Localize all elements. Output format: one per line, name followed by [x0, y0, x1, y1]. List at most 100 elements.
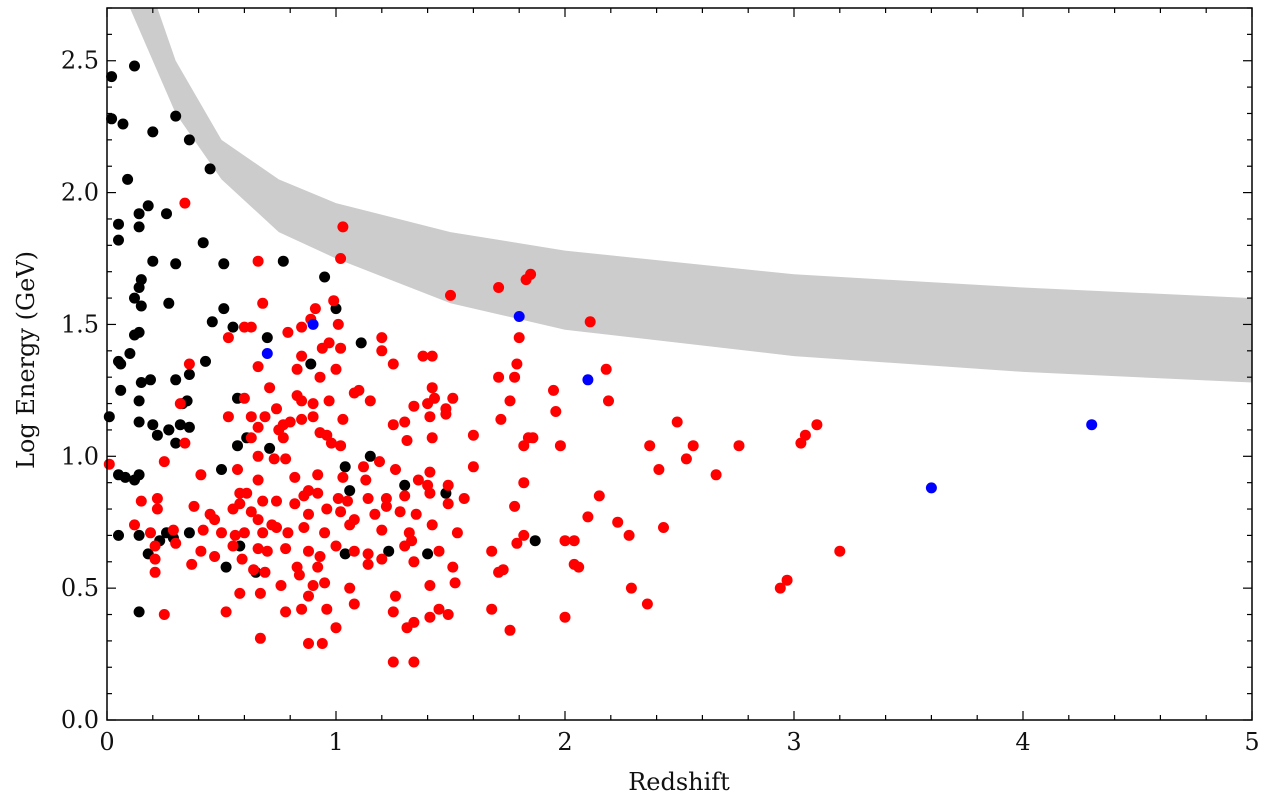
data-point [245, 411, 257, 423]
data-point [234, 587, 246, 599]
data-point [321, 603, 333, 615]
data-point [170, 374, 182, 386]
data-point [147, 255, 159, 267]
data-point [387, 656, 399, 668]
data-point [493, 566, 505, 578]
data-point [204, 163, 216, 175]
data-point [344, 582, 356, 594]
data-point [408, 656, 420, 668]
data-point [248, 564, 260, 576]
data-point [209, 551, 221, 562]
data-point [380, 493, 392, 504]
data-point [179, 197, 191, 209]
data-point [573, 561, 585, 573]
data-point [582, 511, 594, 523]
data-point [149, 540, 161, 552]
data-point [257, 495, 269, 507]
data-point [337, 471, 349, 483]
data-point [245, 321, 257, 333]
data-point [316, 342, 328, 354]
data-point [252, 421, 264, 433]
data-point [559, 611, 571, 623]
data-point [257, 297, 269, 309]
data-point [641, 598, 653, 610]
data-point [236, 553, 248, 565]
data-point [291, 363, 303, 375]
data-point [282, 326, 294, 338]
data-point [710, 469, 722, 481]
x-tick-label: 0 [99, 728, 114, 756]
data-point [303, 545, 314, 557]
data-point [296, 603, 308, 615]
data-point [284, 416, 296, 428]
data-point [342, 495, 353, 507]
x-axis-title: Redshift [628, 768, 730, 796]
data-point [426, 382, 438, 394]
data-point [424, 487, 436, 499]
data-point [222, 332, 234, 344]
data-point [298, 522, 310, 533]
data-point [133, 395, 145, 407]
data-point [218, 258, 230, 270]
data-point [309, 303, 321, 315]
data-point [167, 524, 179, 536]
data-point [504, 395, 516, 407]
data-point [529, 535, 541, 547]
data-point [518, 440, 530, 452]
data-point [600, 363, 612, 375]
data-point [216, 464, 227, 475]
data-point [261, 332, 273, 344]
data-point [424, 411, 436, 423]
data-point [257, 527, 269, 539]
data-point [412, 474, 424, 486]
data-point [451, 527, 463, 539]
data-point [216, 527, 227, 539]
data-point [680, 453, 692, 465]
data-point [335, 342, 347, 354]
data-point [325, 437, 337, 449]
data-point [129, 519, 140, 531]
data-point [252, 514, 264, 526]
data-point [408, 400, 420, 412]
data-point [433, 545, 445, 557]
data-point [145, 374, 156, 386]
data-point [296, 395, 308, 407]
data-point [406, 535, 418, 547]
data-point [408, 556, 420, 568]
data-point [383, 545, 395, 557]
data-point [113, 218, 124, 230]
data-point [362, 558, 374, 570]
data-point [509, 500, 521, 512]
data-point [229, 529, 241, 541]
data-point [612, 516, 624, 528]
data-point [319, 577, 331, 589]
data-point [314, 551, 326, 562]
data-point [440, 408, 452, 420]
data-point [399, 490, 411, 502]
data-point [200, 355, 211, 367]
data-point [227, 540, 239, 552]
data-point [261, 348, 273, 359]
data-point [206, 316, 218, 328]
data-point [296, 350, 308, 362]
data-point [151, 429, 163, 441]
data-point [355, 337, 367, 349]
data-point [339, 461, 351, 473]
data-point [163, 297, 175, 309]
data-point [511, 358, 523, 370]
y-tick-label: 1.0 [61, 442, 99, 470]
data-point [149, 566, 161, 578]
data-point [133, 326, 145, 338]
data-point [623, 529, 635, 541]
data-point [925, 482, 937, 494]
data-point [1086, 419, 1098, 431]
data-point [390, 464, 401, 475]
data-point [364, 450, 376, 462]
data-point [376, 524, 388, 536]
data-point [353, 384, 365, 396]
data-point [733, 440, 745, 452]
data-point [305, 358, 317, 370]
data-point [401, 435, 413, 446]
data-point [520, 274, 532, 286]
data-point [376, 345, 388, 357]
